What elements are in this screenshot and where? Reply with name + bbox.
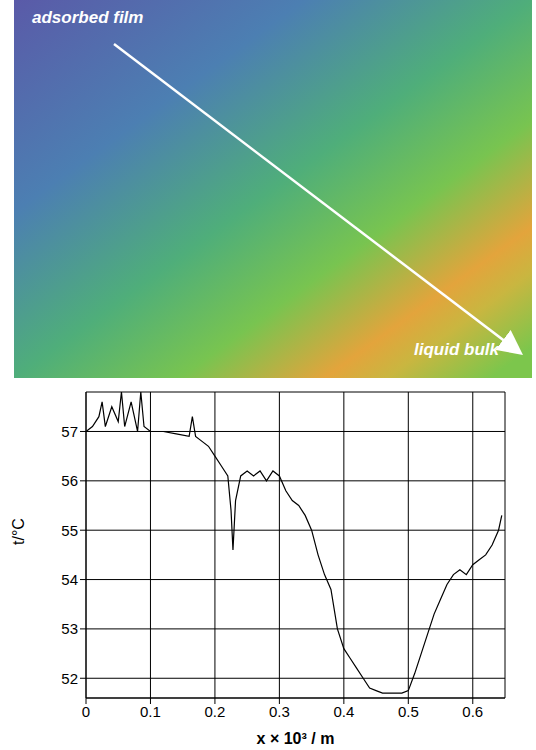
svg-text:0: 0 [82, 703, 90, 720]
svg-text:0.6: 0.6 [462, 703, 483, 720]
svg-text:56: 56 [61, 472, 78, 489]
svg-text:0.4: 0.4 [333, 703, 354, 720]
svg-text:54: 54 [61, 571, 78, 588]
svg-text:55: 55 [61, 522, 78, 539]
svg-text:52: 52 [61, 670, 78, 687]
svg-text:x × 10³ / m: x × 10³ / m [257, 730, 335, 747]
svg-text:53: 53 [61, 620, 78, 637]
html-text:liquid bulk: liquid bulk [414, 340, 499, 359]
svg-text:0.5: 0.5 [398, 703, 419, 720]
html-text:adsorbed film: adsorbed film [32, 8, 144, 27]
svg-text:0.3: 0.3 [269, 703, 290, 720]
svg-text:0.1: 0.1 [140, 703, 161, 720]
svg-text:57: 57 [61, 423, 78, 440]
svg-text:t/°C: t/°C [10, 518, 27, 545]
svg-text:0.2: 0.2 [204, 703, 225, 720]
